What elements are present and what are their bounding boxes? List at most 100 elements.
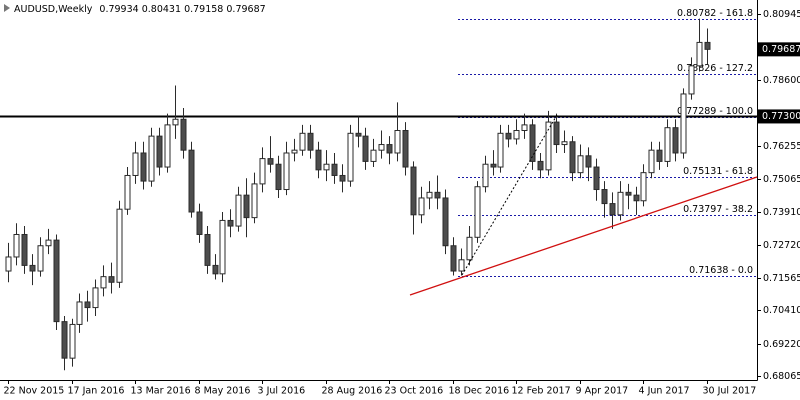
candle-body xyxy=(640,172,647,202)
candle-body xyxy=(219,219,226,275)
x-tick-label: 13 Mar 2016 xyxy=(131,386,191,397)
candle-body xyxy=(339,174,346,182)
candle-body xyxy=(21,233,28,266)
candle-body xyxy=(545,121,552,171)
candle-body xyxy=(394,129,401,154)
resistance-price-label: 0.77300 xyxy=(762,111,800,122)
resistance-price-label-box xyxy=(758,109,800,124)
x-tick-label: 18 Dec 2016 xyxy=(449,386,510,397)
candle-body xyxy=(402,129,409,168)
x-tick-label: 23 Oct 2016 xyxy=(385,386,444,397)
candle-body xyxy=(497,132,504,168)
candle-body xyxy=(92,287,99,309)
fib-anchor-line xyxy=(461,114,558,276)
candle-body xyxy=(601,189,608,205)
candle-body xyxy=(132,152,139,176)
candle-body xyxy=(680,93,687,154)
candle-body xyxy=(315,149,322,171)
candle-body xyxy=(227,219,234,227)
candle-body xyxy=(625,191,632,196)
x-tick-label: 22 Nov 2015 xyxy=(4,386,65,397)
candle-body xyxy=(688,65,695,95)
candle-body xyxy=(378,144,385,151)
candle-body xyxy=(450,245,457,272)
candle-body xyxy=(513,129,520,140)
candle-body xyxy=(29,264,36,272)
symbol-icon xyxy=(4,4,10,12)
candle-body xyxy=(53,239,60,323)
candle-body xyxy=(13,233,20,258)
candle-body xyxy=(331,163,338,176)
candle-body xyxy=(108,276,115,283)
x-tick-label: 9 Apr 2017 xyxy=(576,386,629,397)
candle-body xyxy=(235,194,242,227)
fib-label: 0.78826 - 127.2 xyxy=(677,63,753,74)
y-tick-label: 0.71565 xyxy=(763,273,800,284)
candle-body xyxy=(37,245,44,272)
candle-body xyxy=(243,194,250,219)
candle-body xyxy=(370,149,377,162)
candle-body xyxy=(180,118,187,151)
candle-body xyxy=(426,191,433,199)
y-tick-label: 0.73910 xyxy=(763,207,800,218)
candle-body xyxy=(100,276,107,289)
candle-body xyxy=(648,149,655,174)
candle-body xyxy=(275,163,282,191)
candle-body xyxy=(585,155,592,168)
candle-body xyxy=(188,149,195,213)
candle-body xyxy=(664,127,671,162)
candle-body xyxy=(609,203,616,216)
candle-body xyxy=(656,149,663,162)
candle-body xyxy=(482,163,489,188)
candle-body xyxy=(69,323,76,359)
candle-body xyxy=(442,197,449,247)
candle-body xyxy=(386,144,393,154)
fib-label: 0.75131 - 61.8 xyxy=(683,166,753,177)
candle-body xyxy=(529,124,536,162)
candle-body xyxy=(140,152,147,182)
y-tick-label: 0.72720 xyxy=(763,240,800,251)
candle-body xyxy=(84,301,91,309)
axis-labels: 0.80945 0.78600 0.76255 0.75065 0.73910 0.727… xyxy=(4,9,800,397)
y-tick-label: 0.69220 xyxy=(763,339,800,350)
candle-body xyxy=(410,166,417,216)
candle-body xyxy=(466,236,473,261)
candle-body xyxy=(164,124,171,168)
candle-body xyxy=(323,163,330,171)
candle-body xyxy=(561,141,568,146)
candle-body xyxy=(204,233,211,266)
candle-body xyxy=(434,191,441,199)
candle-body xyxy=(156,135,163,168)
ohlc-high: 0.80431 xyxy=(142,4,181,15)
candle-body xyxy=(116,208,123,283)
x-tick-label: 17 Jan 2016 xyxy=(68,386,125,397)
y-tick-label: 0.70410 xyxy=(763,305,800,316)
x-tick-label: 12 Feb 2017 xyxy=(512,386,571,397)
candle-body xyxy=(196,211,203,235)
fib-label: 0.71638 - 0.0 xyxy=(689,265,753,276)
candle-body xyxy=(672,127,679,154)
current-price-label: 0.79687 xyxy=(762,44,800,55)
candle-body xyxy=(418,197,425,216)
candle-body xyxy=(283,152,290,191)
candle-body xyxy=(593,166,600,191)
candle-body xyxy=(76,301,83,325)
candle-body xyxy=(537,160,544,171)
fib-label: 0.73797 - 38.2 xyxy=(683,204,753,215)
candle-body xyxy=(212,264,219,275)
current-price-label-box xyxy=(758,42,800,57)
candle-body xyxy=(259,158,266,185)
candle-body xyxy=(307,132,314,151)
y-tick-label: 0.78600 xyxy=(763,75,800,86)
candle-body xyxy=(291,149,298,154)
candle-body xyxy=(490,163,497,168)
symbol: AUDUSD,Weekly xyxy=(14,4,93,15)
candle-body xyxy=(267,158,274,165)
candle-body xyxy=(458,259,465,272)
y-tick-label: 0.68065 xyxy=(763,371,800,382)
trend-line xyxy=(409,176,758,296)
x-tick-label: 4 Jun 2017 xyxy=(639,386,690,397)
candle-body xyxy=(521,124,528,131)
